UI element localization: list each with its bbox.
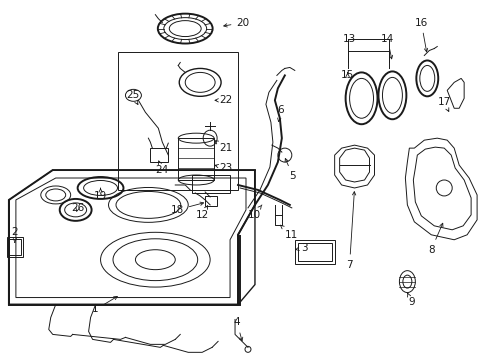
- Text: 13: 13: [343, 33, 356, 44]
- Text: 10: 10: [247, 205, 262, 220]
- Text: 11: 11: [280, 225, 298, 240]
- Text: 24: 24: [156, 161, 169, 175]
- Text: 23: 23: [215, 163, 233, 173]
- Text: 20: 20: [224, 18, 249, 28]
- Bar: [298, 243, 332, 261]
- Text: 26: 26: [71, 203, 84, 213]
- Text: 22: 22: [215, 95, 233, 105]
- Text: 16: 16: [415, 18, 428, 52]
- Text: 12: 12: [196, 206, 209, 220]
- Text: 6: 6: [277, 105, 284, 122]
- Bar: [9, 239, 21, 255]
- Bar: [7, 237, 23, 257]
- Text: 4: 4: [234, 318, 243, 341]
- Bar: [192, 175, 230, 193]
- Text: 25: 25: [126, 90, 139, 104]
- Text: 1: 1: [92, 297, 117, 315]
- Text: 9: 9: [408, 293, 415, 306]
- Text: 3: 3: [295, 243, 308, 253]
- Text: 21: 21: [214, 140, 233, 153]
- Text: 17: 17: [438, 97, 451, 112]
- Bar: [150, 148, 168, 162]
- Bar: [178, 138, 214, 180]
- Text: 19: 19: [94, 188, 107, 201]
- Text: 14: 14: [381, 33, 394, 59]
- Text: 2: 2: [12, 227, 18, 242]
- Bar: [295, 240, 335, 264]
- Text: 15: 15: [341, 71, 354, 80]
- Text: 18: 18: [171, 202, 203, 215]
- Text: 7: 7: [346, 192, 356, 270]
- Bar: [205, 196, 217, 206]
- Text: 8: 8: [428, 223, 443, 255]
- Bar: [119, 53, 238, 190]
- Text: 5: 5: [285, 158, 296, 181]
